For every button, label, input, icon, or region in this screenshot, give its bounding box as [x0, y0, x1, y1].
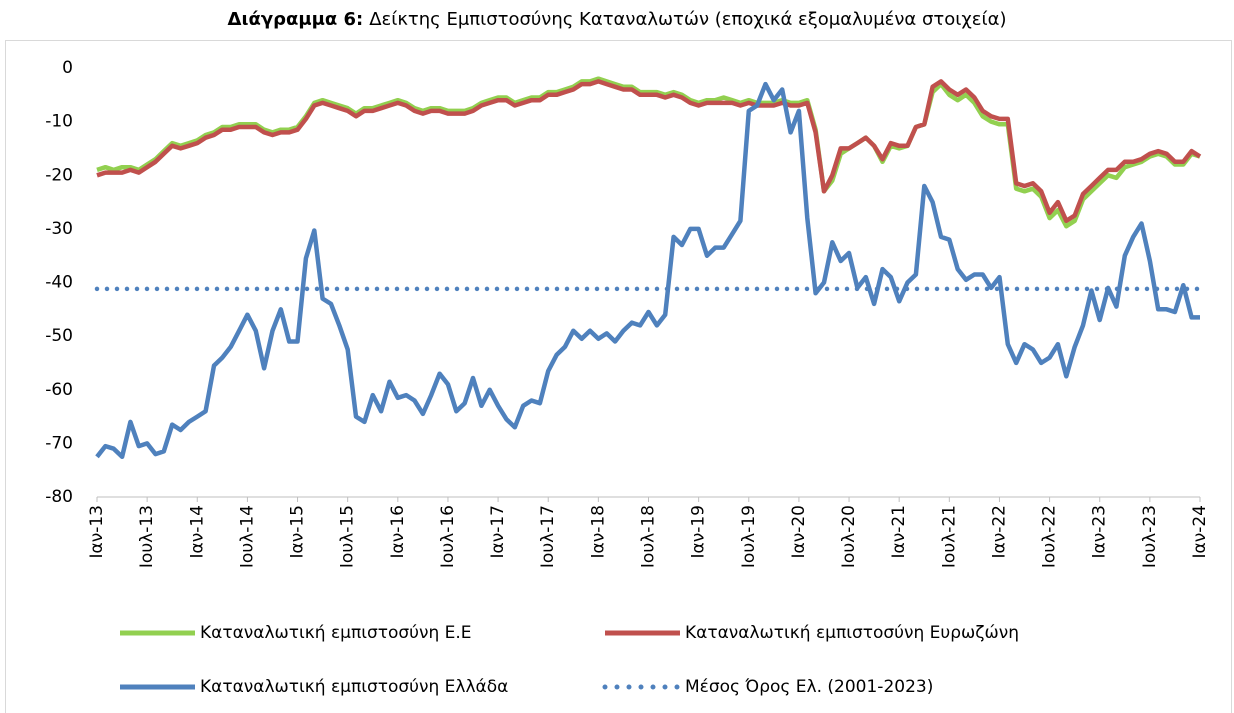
chart-title-label: Διάγραμμα 6: [228, 9, 364, 30]
x-tick-label: Ιουλ-17 [538, 505, 558, 568]
legend-label: Καταναλωτική εμπιστοσύνη Ε.Ε [200, 623, 472, 643]
y-tick-label: -10 [45, 112, 73, 132]
x-tick-label: Ιουλ-16 [438, 505, 458, 568]
chart-title-group: Διάγραμμα 6: Δείκτης Εμπιστοσύνης Καταναλ… [228, 9, 1007, 30]
x-tick-label: Ιουλ-13 [137, 505, 157, 568]
x-tick-label: Ιαν-23 [1090, 505, 1110, 558]
x-tick-label: Ιουλ-20 [839, 505, 859, 568]
x-tick-label: Ιουλ-23 [1140, 505, 1160, 568]
legend-label: Καταναλωτική εμπιστοσύνη Ευρωζώνη [685, 623, 1019, 643]
x-tick-label: Ιαν-19 [689, 505, 709, 558]
x-tick-label: Ιαν-21 [889, 505, 909, 558]
y-tick-label: -20 [45, 165, 73, 185]
x-tick-label: Ιουλ-21 [939, 505, 959, 568]
y-tick-label: -30 [45, 219, 73, 239]
x-tick-label: Ιουλ-15 [338, 505, 358, 568]
y-tick-label: 0 [62, 58, 73, 78]
x-tick-label: Ιουλ-22 [1040, 505, 1060, 568]
y-tick-label: -40 [45, 273, 73, 293]
chart-title: Δείκτης Εμπιστοσύνης Καταναλωτών (εποχικ… [369, 9, 1006, 30]
x-tick-label: Ιουλ-18 [639, 505, 659, 568]
y-tick-label: -80 [45, 487, 73, 507]
y-tick-label: -60 [45, 380, 73, 400]
x-tick-label: Ιαν-18 [588, 505, 608, 558]
series-line [95, 81, 1200, 460]
series-line [96, 79, 1202, 224]
x-tick-label: Ιαν-13 [87, 505, 107, 558]
legend-label: Καταναλωτική εμπιστοσύνη Ελλάδα [200, 677, 508, 697]
x-tick-label: Ιαν-24 [1190, 505, 1210, 558]
y-tick-label: -50 [45, 326, 73, 346]
x-tick-label: Ιουλ-14 [237, 505, 257, 568]
x-tick-label: Ιαν-20 [789, 505, 809, 558]
x-tick-label: Ιουλ-19 [739, 505, 759, 568]
legend-label: Μέσος Όρος Ελ. (2001-2023) [685, 677, 933, 697]
x-tick-label: Ιαν-14 [187, 505, 207, 558]
x-tick-label: Ιαν-15 [288, 505, 308, 558]
y-tick-label: -70 [45, 433, 73, 453]
series-line [96, 76, 1201, 229]
x-tick-label: Ιαν-16 [388, 505, 408, 558]
x-tick-label: Ιαν-17 [488, 505, 508, 558]
chart-border [5, 40, 1232, 713]
x-tick-label: Ιαν-22 [989, 505, 1009, 558]
